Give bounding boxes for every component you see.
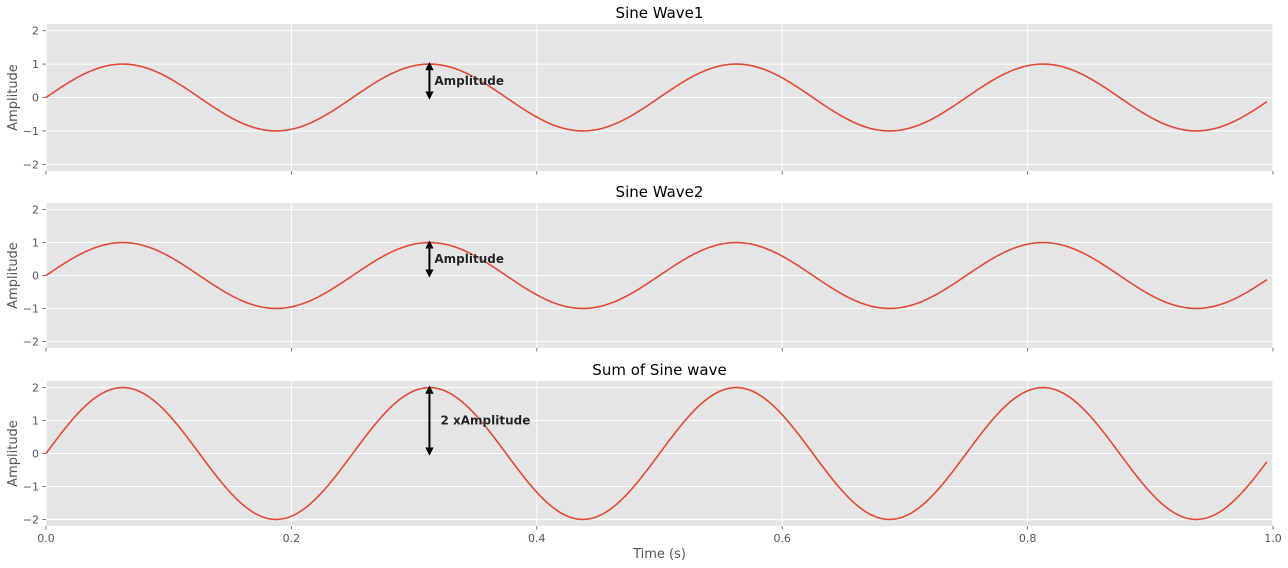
annotation-label: Amplitude [434,252,504,266]
y-tick-label: 1 [32,415,39,428]
sine-series-line [45,63,1268,132]
subplot-3: 0.0 0.2 0.4 0.6 0.8 1.0 −2 −1 0 1 2 Sum of Sine wav… [6,361,1282,562]
subplot-1: −2 −1 0 1 2 Sine Wave1 Amplitude Amplitude [6,4,1274,175]
x-tick-label: 0.6 [773,532,791,545]
y-tick-label: −2 [23,513,39,526]
x-tick-label: 0.0 [37,532,55,545]
annotation-label: Amplitude [434,74,504,88]
y-tick-label: −2 [23,335,39,348]
sine-series-line [45,386,1268,521]
y-tick-label: −1 [23,480,39,493]
y-tick-label: 1 [32,237,39,250]
x-axis-label: Time (s) [632,547,686,562]
y-tick-label: 0 [32,448,39,461]
x-tick-label: 0.4 [528,532,546,545]
y-tick-label: −1 [23,302,39,315]
annotation-label: 2 xAmplitude [440,414,530,428]
subplot-title: Sine Wave1 [616,4,704,22]
y-tick-label: −1 [23,125,39,138]
y-tick-label: 2 [32,25,39,38]
x-tick-label: 0.2 [283,532,301,545]
y-tick-label: 2 [32,204,39,217]
y-axis-label: Amplitude [6,242,21,309]
y-tick-label: 1 [32,58,39,71]
x-tick-label: 0.8 [1019,532,1037,545]
y-tick-label: 0 [32,270,39,283]
y-tick-label: 2 [32,382,39,395]
y-tick-label: −2 [23,158,39,171]
subplot-title: Sum of Sine wave [592,361,726,379]
x-tick-label: 1.0 [1264,532,1282,545]
y-axis-label: Amplitude [6,420,21,487]
y-axis-label: Amplitude [6,64,21,131]
sine-series-line [45,241,1268,310]
y-tick-label: 0 [32,92,39,105]
subplot-title: Sine Wave2 [616,183,704,201]
subplot-2: −2 −1 0 1 2 Sine Wave2 Amplitude Amplitude [6,183,1274,352]
